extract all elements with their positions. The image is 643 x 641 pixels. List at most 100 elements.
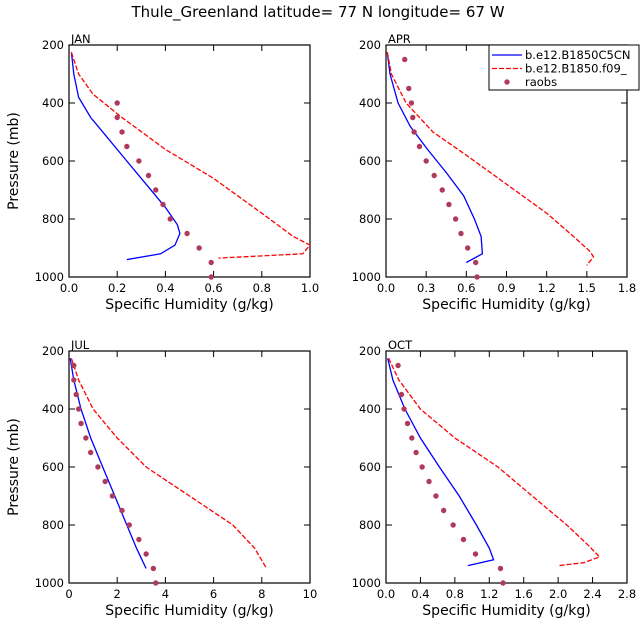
- series-line-b-e12-b1850-f09: [70, 52, 312, 259]
- raobs-point: [452, 216, 459, 222]
- panel-jul: 0 2 4 6 8 10 200 400 600 800 1000 JUL Specific Humid…: [6, 338, 317, 619]
- raobs-point: [473, 259, 479, 266]
- raobs-point: [160, 201, 166, 208]
- raobs-point: [153, 187, 159, 193]
- raobs-point: [143, 551, 149, 557]
- raobs-point: [136, 536, 142, 543]
- y-tick-label: 800: [359, 518, 381, 532]
- y-tick-label: 600: [359, 154, 381, 168]
- raobs-point: [71, 377, 77, 383]
- x-tick-label: 0.6: [457, 281, 475, 295]
- x-tick-label: 10: [303, 587, 318, 601]
- raobs-point: [145, 172, 152, 179]
- raobs-point: [472, 551, 479, 557]
- y-tick-label: 400: [359, 402, 381, 416]
- raobs-point: [119, 129, 125, 135]
- x-tick-label: 1.8: [618, 281, 636, 295]
- raobs-point: [460, 536, 467, 543]
- x-tick-label: 0.2: [108, 281, 126, 295]
- raobs-point: [119, 507, 125, 514]
- y-tick-label: 600: [359, 460, 381, 474]
- raobs-point: [136, 158, 142, 164]
- raobs-point: [446, 201, 452, 208]
- x-axis-label: Specific Humidity (g/kg): [422, 603, 590, 619]
- y-tick-label: 1000: [352, 270, 381, 284]
- x-tick-label: 1.0: [301, 281, 319, 295]
- y-tick-label: 200: [42, 344, 64, 358]
- x-tick-label: 1.5: [578, 281, 596, 295]
- x-tick-label: 1.6: [515, 587, 533, 601]
- raobs-point: [433, 493, 439, 499]
- series-line-b-e12-b1850c5cn: [386, 52, 484, 264]
- x-axis-label: Specific Humidity (g/kg): [422, 297, 590, 313]
- raobs-point: [95, 464, 101, 470]
- raobs-point: [208, 259, 214, 266]
- x-tick-label: 0.3: [417, 281, 435, 295]
- x-tick-label: 1.2: [538, 281, 556, 295]
- raobs-point: [167, 216, 173, 222]
- y-axis-label: Pressure (mb): [6, 112, 22, 210]
- raobs-point: [87, 449, 94, 456]
- x-tick-label: 0.0: [377, 587, 395, 601]
- x-tick-label: 2.0: [549, 587, 567, 601]
- raobs-point: [83, 435, 89, 441]
- raobs-point: [114, 100, 120, 106]
- raobs-point: [410, 114, 416, 121]
- raobs-point: [464, 245, 471, 251]
- raobs-point: [402, 56, 408, 63]
- y-tick-label: 1000: [35, 270, 64, 284]
- x-tick-label: 2: [114, 587, 121, 601]
- y-tick-label: 600: [42, 460, 64, 474]
- x-tick-label: 0.6: [204, 281, 222, 295]
- raobs-point: [398, 391, 405, 398]
- y-tick-label: 1000: [352, 576, 381, 590]
- raobs-point: [102, 478, 108, 485]
- legend-label: b.e12.B1850C5CN: [525, 48, 630, 62]
- raobs-point: [75, 406, 82, 412]
- raobs-point: [458, 230, 464, 237]
- series-line-b-e12-b1850c5cn: [387, 358, 495, 567]
- x-tick-label: 0.8: [253, 281, 271, 295]
- y-tick-label: 800: [359, 212, 381, 226]
- x-tick-label: 0.8: [446, 587, 464, 601]
- y-tick-label: 800: [42, 518, 64, 532]
- y-tick-label: 1000: [35, 576, 64, 590]
- raobs-point: [431, 172, 437, 179]
- y-tick-label: 600: [42, 154, 64, 168]
- legend-label: raobs: [525, 75, 557, 89]
- raobs-point: [423, 158, 429, 164]
- raobs-point: [126, 522, 132, 528]
- x-tick-label: 6: [210, 587, 217, 601]
- raobs-point: [416, 143, 423, 150]
- raobs-point: [411, 129, 417, 135]
- x-tick-label: 1.2: [480, 587, 498, 601]
- plot-frame: [68, 44, 311, 278]
- raobs-point: [450, 522, 456, 528]
- legend-marker-raobs: [504, 79, 510, 85]
- x-tick-label: 4: [162, 587, 169, 601]
- panel-label: JAN: [70, 32, 91, 46]
- raobs-point: [395, 362, 401, 369]
- panel-label: APR: [388, 32, 411, 46]
- x-tick-label: 2.8: [618, 587, 636, 601]
- raobs-point: [150, 565, 157, 572]
- panel-jan: 0.0 0.2 0.4 0.6 0.8 1.0 200 400 600 800 1000 JAN Spe…: [6, 32, 319, 313]
- raobs-point: [78, 420, 84, 427]
- series-line-b-e12-b1850c5cn: [70, 52, 181, 261]
- raobs-point: [440, 507, 447, 514]
- raobs-point: [404, 420, 411, 427]
- y-tick-label: 200: [359, 344, 381, 358]
- raobs-point: [73, 391, 79, 398]
- y-tick-label: 400: [42, 402, 64, 416]
- y-tick-label: 400: [359, 96, 381, 110]
- series-line-b-e12-b1850c5cn: [69, 358, 147, 569]
- raobs-point: [153, 580, 159, 586]
- x-tick-label: 2.4: [583, 587, 601, 601]
- raobs-point: [439, 187, 445, 193]
- x-axis-label: Specific Humidity (g/kg): [105, 603, 273, 619]
- series-line-b-e12-b1850-f09: [388, 358, 601, 567]
- legend-label: b.e12.B1850.f09_: [525, 62, 627, 76]
- y-tick-label: 200: [42, 38, 64, 52]
- y-tick-label: 200: [359, 38, 381, 52]
